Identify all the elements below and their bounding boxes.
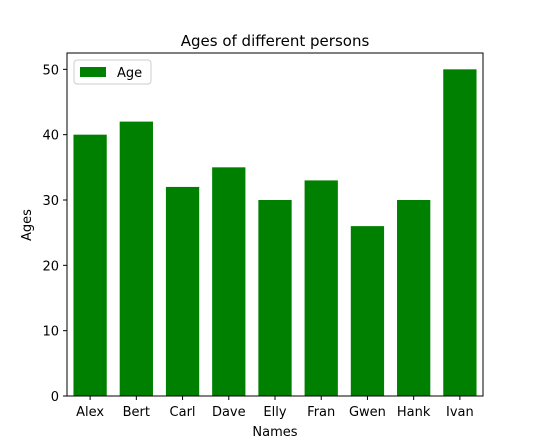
bar-dave	[212, 167, 246, 396]
bar-elly	[258, 200, 292, 396]
y-tick-label: 40	[42, 129, 59, 144]
y-tick-label: 20	[42, 259, 59, 274]
x-tick-label: Carl	[170, 405, 196, 420]
y-tick-label: 50	[42, 63, 59, 78]
x-tick-label: Gwen	[349, 405, 386, 420]
bar-fran	[304, 180, 338, 396]
x-tick-label: Dave	[212, 405, 246, 420]
x-tick-label: Alex	[76, 405, 104, 420]
y-tick-label: 30	[42, 194, 59, 209]
y-tick-label: 0	[51, 390, 59, 405]
bars-layer	[73, 69, 477, 397]
legend-frame	[73, 59, 152, 85]
x-tick-label: Ivan	[446, 405, 474, 420]
axes-layer: Alex Bert Carl Dave Elly Fran Gwen Hank Ivan 0 10 2…	[42, 63, 473, 420]
y-axis-label: Ages	[20, 209, 35, 241]
x-tick-label: Elly	[263, 405, 286, 420]
bar-gwen	[350, 226, 385, 396]
legend-swatch	[80, 67, 106, 77]
bar-carl	[165, 186, 200, 396]
bar-bert	[119, 121, 153, 396]
y-tick-label: 10	[42, 325, 59, 340]
chart-title: Ages of different persons	[181, 32, 370, 50]
bar-alex	[73, 134, 107, 397]
bar-ivan	[443, 69, 477, 396]
x-tick-label: Fran	[307, 405, 335, 420]
x-tick-label: Bert	[123, 405, 150, 420]
plot-frame	[66, 52, 484, 397]
legend: Age	[73, 59, 152, 85]
x-tick-label: Hank	[397, 405, 431, 420]
legend-label: Age	[117, 66, 142, 81]
bar-hank	[397, 200, 431, 396]
x-axis-label: Names	[252, 425, 297, 440]
